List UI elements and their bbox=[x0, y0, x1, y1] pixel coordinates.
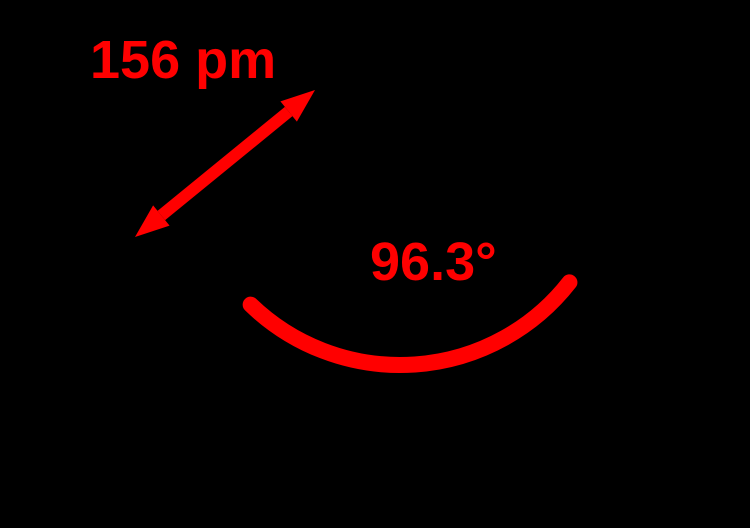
bond-angle-label: 96.3° bbox=[370, 232, 497, 292]
angle-arc bbox=[251, 282, 570, 365]
diagram-canvas: 156 pm 96.3° bbox=[0, 0, 750, 528]
length-arrow-shaft bbox=[161, 112, 288, 216]
bond-length-label: 156 pm bbox=[90, 30, 276, 90]
